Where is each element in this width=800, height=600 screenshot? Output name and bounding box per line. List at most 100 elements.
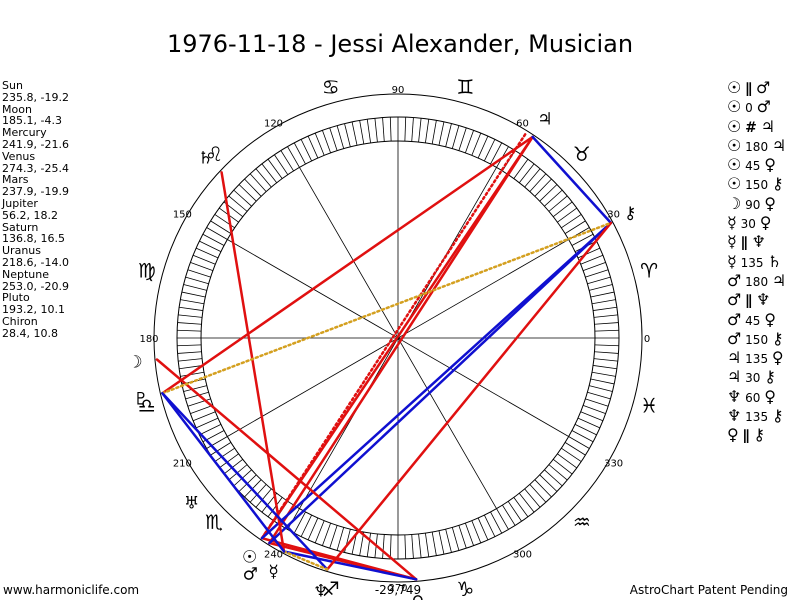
aspect-row: ♆ 60 ♀ [727, 387, 786, 406]
aspect-planet-1: ☿ [727, 251, 737, 271]
degree-tick [206, 436, 228, 449]
planet-glyphs: ⚷ ♃ ♄ ☽ ♇ ♅ ☉♂ ☿ ♆ ♀ [127, 110, 636, 600]
aspect-planet-2: ♀ [764, 386, 776, 406]
degree-tick [465, 130, 474, 154]
degree-tick [544, 189, 563, 207]
aspect-row: ♂ 45 ♀ [727, 310, 786, 329]
degree-tick [534, 178, 552, 197]
degree-tick [513, 497, 529, 518]
position-name: Neptune [2, 267, 50, 281]
aspect-planet-2: ⚷ [753, 425, 766, 445]
degree-tick [180, 299, 205, 305]
degree-tick [322, 522, 331, 546]
position-value: 218.6, -14.0 [2, 255, 69, 269]
degree-tick [568, 436, 590, 449]
aspect-planet-2: ♀ [759, 213, 772, 233]
aspect-line [260, 221, 613, 540]
planet-glyph-icon: ☽ [127, 352, 142, 372]
position-value: 237.9, -19.9 [2, 185, 69, 199]
degree-tick [177, 329, 202, 332]
aspect-row: ☉ 45 ♀ [727, 155, 786, 174]
degree-tick [585, 269, 609, 278]
degree-tick [425, 119, 430, 143]
site-link[interactable]: www.harmoniclife.com [3, 583, 140, 597]
sign-glyph-icon: ♐ [322, 577, 340, 600]
aspect-planet-1: ☉ [727, 174, 742, 194]
degree-label: 120 [264, 118, 283, 129]
degree-tick [228, 195, 248, 212]
degree-tick [179, 306, 203, 311]
degree-tick [451, 527, 460, 551]
degree-tick [195, 247, 219, 259]
degree-tick [425, 533, 430, 557]
sign-glyph-icon: ♎ [138, 393, 156, 417]
chart-title: 1976-11-18 - Jessi Alexander, Musician [166, 30, 634, 58]
planet-glyph-icon: ♅ [184, 494, 199, 514]
degree-tick [314, 520, 325, 544]
aspect-planet-2: ♂ [756, 97, 771, 117]
aspect-symbol: ∥ [745, 293, 753, 310]
degree-tick [518, 163, 535, 184]
degree-tick [195, 417, 219, 429]
degree-tick [594, 351, 619, 354]
degree-tick [524, 488, 541, 508]
degree-tick [529, 484, 547, 503]
degree-tick [544, 469, 563, 487]
aspect-angle: 150 [745, 332, 769, 347]
position-name: Venus [2, 149, 36, 163]
degree-tick [431, 120, 437, 145]
position-value: 136.8, 16.5 [2, 232, 65, 246]
degree-tick [571, 233, 594, 246]
degree-tick [496, 508, 509, 530]
degree-tick [524, 168, 541, 188]
aspect-angle: 180 [745, 139, 769, 154]
degree-tick [580, 254, 604, 265]
planet-glyph-icon: ☉ [242, 547, 257, 567]
degree-tick [187, 398, 211, 407]
degree-tick [593, 306, 617, 311]
degree-tick [458, 525, 467, 549]
degree-tick [571, 430, 594, 443]
aspect-planet-1: ☉ [727, 97, 742, 117]
aspect-angle: 135 [740, 255, 764, 270]
degree-tick [590, 378, 615, 385]
degree-tick [255, 488, 272, 508]
degree-tick [190, 405, 214, 414]
aspect-planet-2: ♃ [771, 135, 787, 155]
degree-tick [564, 220, 586, 234]
aspect-planet-1: ☉ [727, 116, 742, 136]
aspect-line [161, 392, 329, 571]
degree-tick [359, 120, 365, 145]
degree-tick [366, 533, 371, 557]
degree-tick [185, 276, 209, 285]
degree-tick [351, 121, 358, 146]
degree-tick [568, 227, 590, 240]
degree-tick [589, 385, 613, 392]
degree-tick [552, 201, 573, 218]
sign-glyph-icon: ♋ [322, 75, 340, 99]
degree-tick [185, 391, 209, 400]
position-value: 185.1, -4.3 [2, 114, 62, 128]
aspect-line [155, 358, 418, 581]
degree-tick [594, 322, 619, 325]
aspect-symbol: ∥ [745, 81, 753, 97]
degree-tick [587, 391, 611, 400]
degree-tick [587, 276, 611, 285]
degree-tick [557, 207, 578, 223]
aspect-planet-1: ♂ [727, 328, 742, 348]
aspect-line [220, 171, 286, 553]
aspect-planet-2: ♄ [767, 251, 782, 271]
degree-tick [300, 514, 313, 537]
position-name: Chiron [2, 314, 38, 328]
aspect-planet-2: ♀ [764, 309, 776, 329]
position-value: 241.9, -21.6 [2, 137, 69, 151]
degree-tick [218, 453, 239, 469]
degree-tick [274, 154, 289, 175]
degree-tick [490, 511, 503, 534]
degree-tick [233, 189, 252, 207]
degree-tick [322, 130, 331, 154]
sign-glyph-icon: ♒ [573, 510, 591, 534]
degree-tick [539, 474, 558, 492]
degree-tick [314, 132, 325, 156]
degree-label: 240 [264, 550, 283, 561]
